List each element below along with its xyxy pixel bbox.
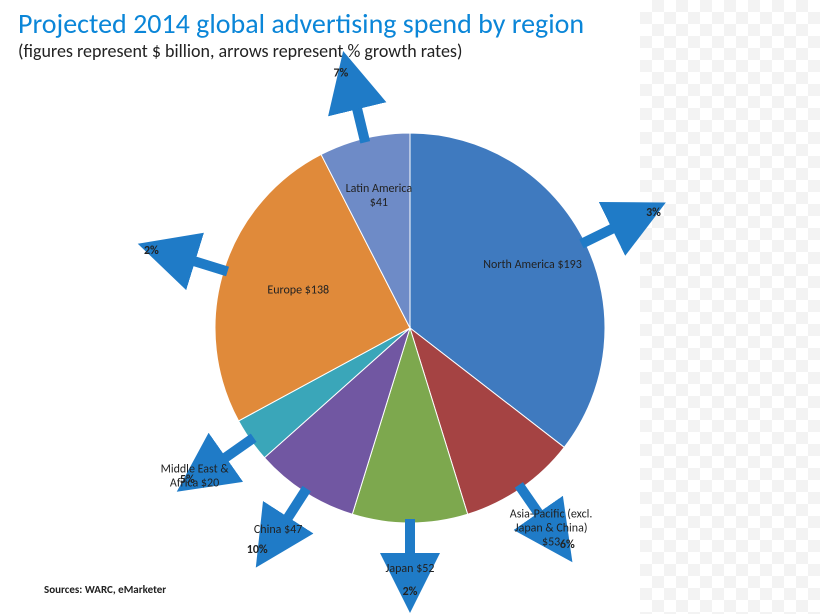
growth-label: 2% <box>403 585 418 599</box>
slice-label: China $47 <box>254 523 302 537</box>
growth-arrow <box>581 220 629 244</box>
pie-chart: North America $193 Asia-Pacific (excl.Jap… <box>150 68 670 588</box>
growth-label: 6% <box>560 538 575 552</box>
growth-label: 2% <box>144 244 159 258</box>
chart-title: Projected 2014 global advertising spend … <box>18 6 584 41</box>
slice-label: Europe $138 <box>267 283 329 297</box>
pie-svg: North America $193 Asia-Pacific (excl.Jap… <box>150 68 670 588</box>
chart-subtitle: (figures represent $ billion, arrows rep… <box>18 40 462 62</box>
growth-label: 7% <box>333 66 348 80</box>
growth-label: 10% <box>247 543 268 557</box>
slice-label: Middle East &Africa $20 <box>161 462 230 490</box>
sources-note: Sources: WARC, eMarketer <box>44 583 166 596</box>
growth-label: 3% <box>646 206 661 220</box>
growth-arrow <box>353 90 366 142</box>
slice-label: North America $193 <box>483 258 582 272</box>
slice-label: Japan $52 <box>386 562 435 576</box>
growth-arrow <box>176 256 228 272</box>
growth-label: 5% <box>180 473 195 487</box>
slice-label: Asia-Pacific (excl.Japan & China)$53 <box>510 507 593 549</box>
